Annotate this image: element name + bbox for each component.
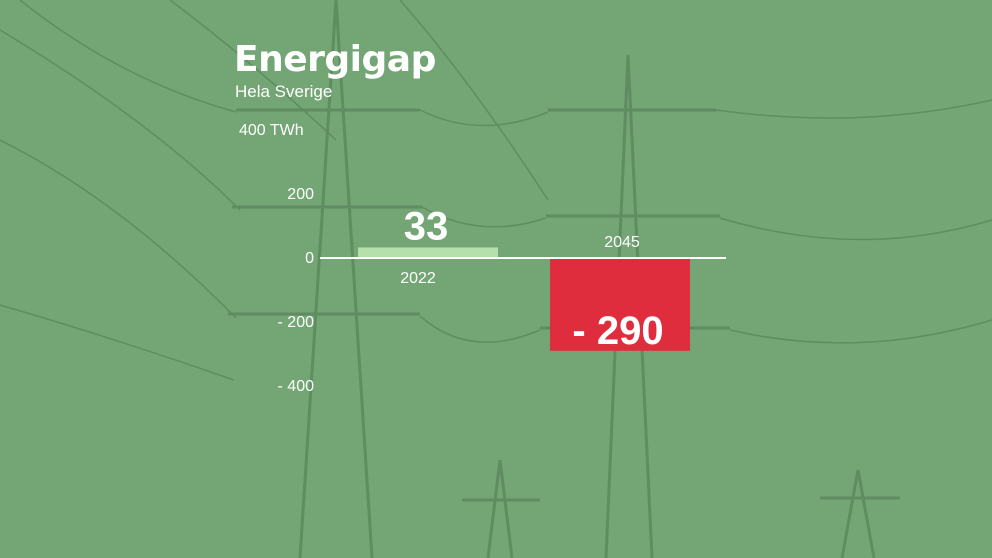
y-tick-label: 200 — [287, 186, 314, 203]
category-label-2045: 2045 — [604, 234, 640, 251]
chart-title: Energigap — [234, 39, 436, 80]
y-tick-label: - 400 — [278, 378, 315, 395]
category-label-2022: 2022 — [400, 270, 436, 287]
value-label-2022: 33 — [404, 204, 449, 248]
y-tick-label: 400 TWh — [239, 122, 304, 139]
y-tick-label: 0 — [305, 250, 314, 267]
value-label-2045: - 290 — [572, 309, 663, 353]
bar-2022 — [358, 247, 498, 258]
chart-subtitle: Hela Sverige — [235, 82, 333, 101]
bar-2045 — [550, 258, 690, 351]
y-tick-label: - 200 — [278, 314, 315, 331]
